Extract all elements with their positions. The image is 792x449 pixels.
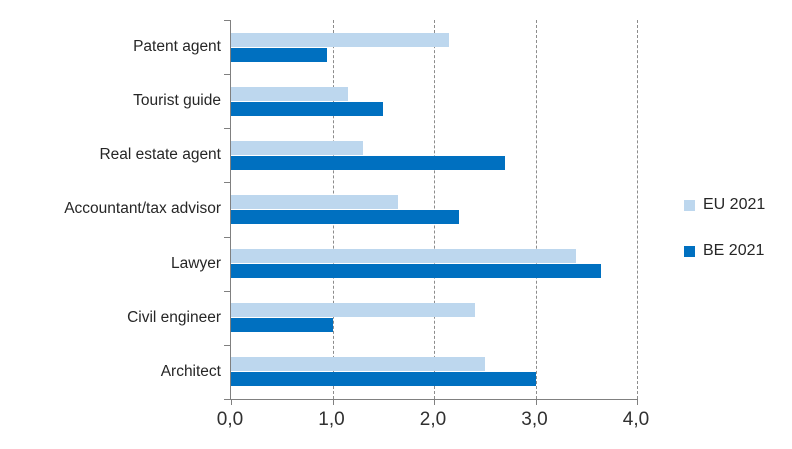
bar-eu-2021 [231, 140, 363, 155]
bar-row [231, 74, 637, 128]
bar-row [231, 128, 637, 182]
bar-eu-2021 [231, 249, 577, 264]
category-label: Accountant/tax advisor [64, 200, 221, 218]
bar-be-2021 [231, 47, 328, 62]
x-axis-tick-label: 1,0 [318, 409, 345, 430]
bar-row [231, 182, 637, 236]
bar-eu-2021 [231, 86, 348, 101]
y-axis-tick [224, 236, 231, 238]
bar-eu-2021 [231, 194, 399, 209]
category-label: Lawyer [171, 254, 221, 272]
gridline [332, 20, 334, 399]
gridline [535, 20, 537, 399]
bar-row [231, 20, 637, 74]
x-axis-tick-label: 4,0 [622, 409, 650, 430]
legend-swatch-be-icon [684, 245, 695, 257]
legend: EU 2021 BE 2021 [684, 196, 765, 260]
legend-item-eu-2021: EU 2021 [684, 196, 765, 214]
gridline [434, 20, 435, 399]
x-axis-tick [434, 399, 435, 405]
legend-item-be-2021: BE 2021 [684, 242, 765, 260]
x-axis-tick [535, 399, 537, 405]
y-axis-tick [224, 344, 231, 346]
bar-eu-2021 [231, 303, 475, 318]
category-label: Tourist guide [133, 92, 221, 110]
legend-swatch-eu-icon [684, 199, 695, 211]
bar-be-2021 [231, 264, 602, 279]
x-axis-tick-label: 2,0 [419, 409, 447, 430]
y-axis-tick [224, 74, 231, 76]
x-axis-tick [332, 399, 334, 405]
x-axis-tick-labels: 0,0 1,0 2,0 3,0 4,0 [217, 409, 649, 435]
category-label: Civil engineer [127, 308, 221, 326]
legend-label-eu: EU 2021 [703, 196, 766, 213]
bar-be-2021 [231, 209, 460, 224]
gridline [637, 20, 638, 399]
category-label: Real estate agent [99, 146, 221, 164]
x-axis-tick-label: 0,0 [216, 409, 244, 430]
y-axis-tick [224, 182, 231, 184]
y-axis-tick [224, 399, 231, 400]
x-axis-tick [231, 399, 232, 405]
x-axis-tick [637, 399, 638, 405]
legend-label-be: BE 2021 [703, 242, 765, 259]
category-label: Architect [160, 362, 221, 380]
bar-be-2021 [231, 101, 384, 116]
plot-area [224, 20, 638, 405]
bar-be-2021 [231, 318, 333, 333]
bar-be-2021 [231, 155, 506, 170]
y-axis-tick [224, 128, 231, 130]
bar-row [231, 237, 637, 291]
x-axis-tick-label: 3,0 [521, 409, 548, 430]
bar-rows [231, 20, 637, 399]
bar-be-2021 [231, 372, 536, 387]
bar-eu-2021 [231, 32, 450, 47]
category-label: Patent agent [133, 38, 221, 56]
y-axis-tick [224, 20, 231, 21]
y-axis-tick [224, 290, 231, 292]
bar-eu-2021 [231, 357, 485, 372]
category-labels: Patent agent Tourist guide Real estate age… [0, 20, 221, 399]
bar-row [231, 345, 637, 399]
bar-row [231, 291, 637, 345]
